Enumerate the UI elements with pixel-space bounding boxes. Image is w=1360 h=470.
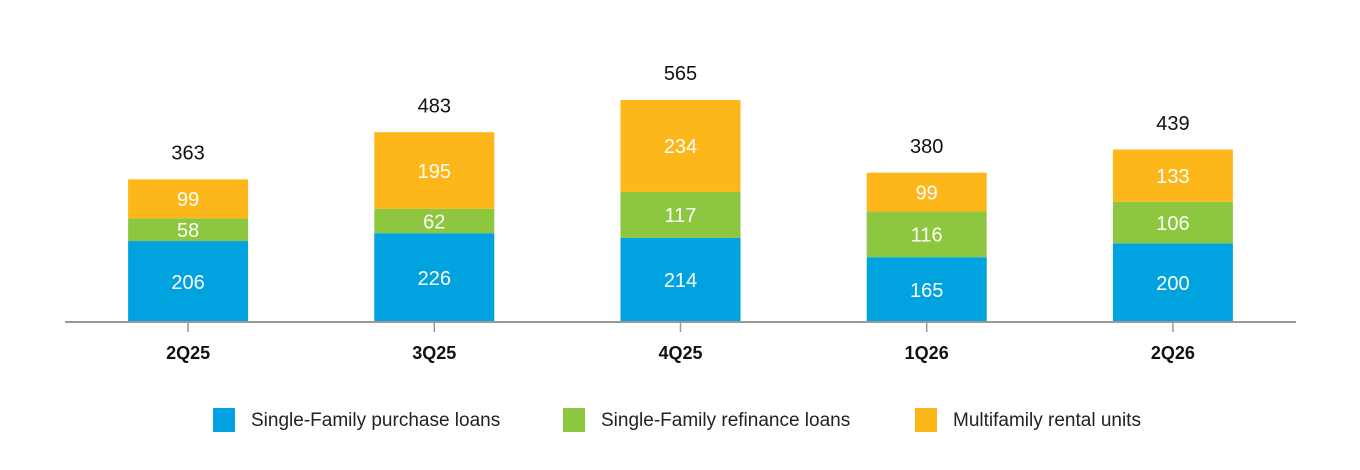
segment-label: 226 bbox=[418, 268, 451, 290]
bar-segment bbox=[866, 257, 987, 322]
bar-segment bbox=[374, 233, 495, 322]
bar-segment bbox=[866, 211, 987, 258]
bar-segment bbox=[620, 99, 741, 192]
segment-label: 195 bbox=[418, 161, 451, 183]
segment-label: 58 bbox=[177, 220, 199, 242]
bar-segment bbox=[374, 132, 495, 209]
total-label: 380 bbox=[910, 136, 943, 158]
segment-label: 99 bbox=[916, 182, 938, 204]
segment-label: 106 bbox=[1156, 213, 1189, 235]
bar-segment bbox=[1112, 243, 1233, 322]
segment-label: 200 bbox=[1156, 273, 1189, 295]
total-label: 439 bbox=[1156, 113, 1189, 135]
bar-segment bbox=[128, 218, 249, 242]
bar-segment bbox=[374, 208, 495, 234]
legend-label: Single-Family purchase loans bbox=[251, 410, 500, 431]
bar-segment bbox=[1112, 201, 1233, 244]
segment-label: 116 bbox=[911, 225, 943, 247]
segment-label: 117 bbox=[665, 205, 697, 227]
legend-swatch bbox=[213, 408, 235, 432]
x-tick-label: 4Q25 bbox=[658, 343, 702, 363]
x-tick-label: 2Q25 bbox=[166, 343, 210, 363]
total-label: 363 bbox=[171, 143, 204, 165]
bar-segment bbox=[128, 241, 249, 322]
legend-label: Single-Family refinance loans bbox=[601, 410, 850, 431]
total-label: 565 bbox=[664, 63, 697, 85]
legend-swatch bbox=[915, 408, 937, 432]
segment-label: 133 bbox=[1156, 166, 1189, 188]
legend-label: Multifamily rental units bbox=[953, 410, 1141, 431]
bar-segment bbox=[866, 172, 987, 212]
bar-segment bbox=[620, 237, 741, 322]
segment-label: 214 bbox=[664, 270, 697, 292]
bar-segment bbox=[128, 179, 249, 219]
segment-label: 234 bbox=[664, 136, 697, 158]
bar-segment bbox=[620, 191, 741, 238]
segment-label: 206 bbox=[171, 272, 204, 294]
x-tick-label: 3Q25 bbox=[412, 343, 456, 363]
segment-label: 99 bbox=[177, 189, 199, 211]
x-tick-label: 2Q26 bbox=[1151, 343, 1195, 363]
x-tick-label: 1Q26 bbox=[905, 343, 949, 363]
segment-label: 62 bbox=[423, 211, 445, 233]
legend-swatch bbox=[563, 408, 585, 432]
segment-label: 165 bbox=[910, 280, 943, 302]
total-label: 483 bbox=[418, 95, 451, 117]
bar-segment bbox=[1112, 149, 1233, 202]
